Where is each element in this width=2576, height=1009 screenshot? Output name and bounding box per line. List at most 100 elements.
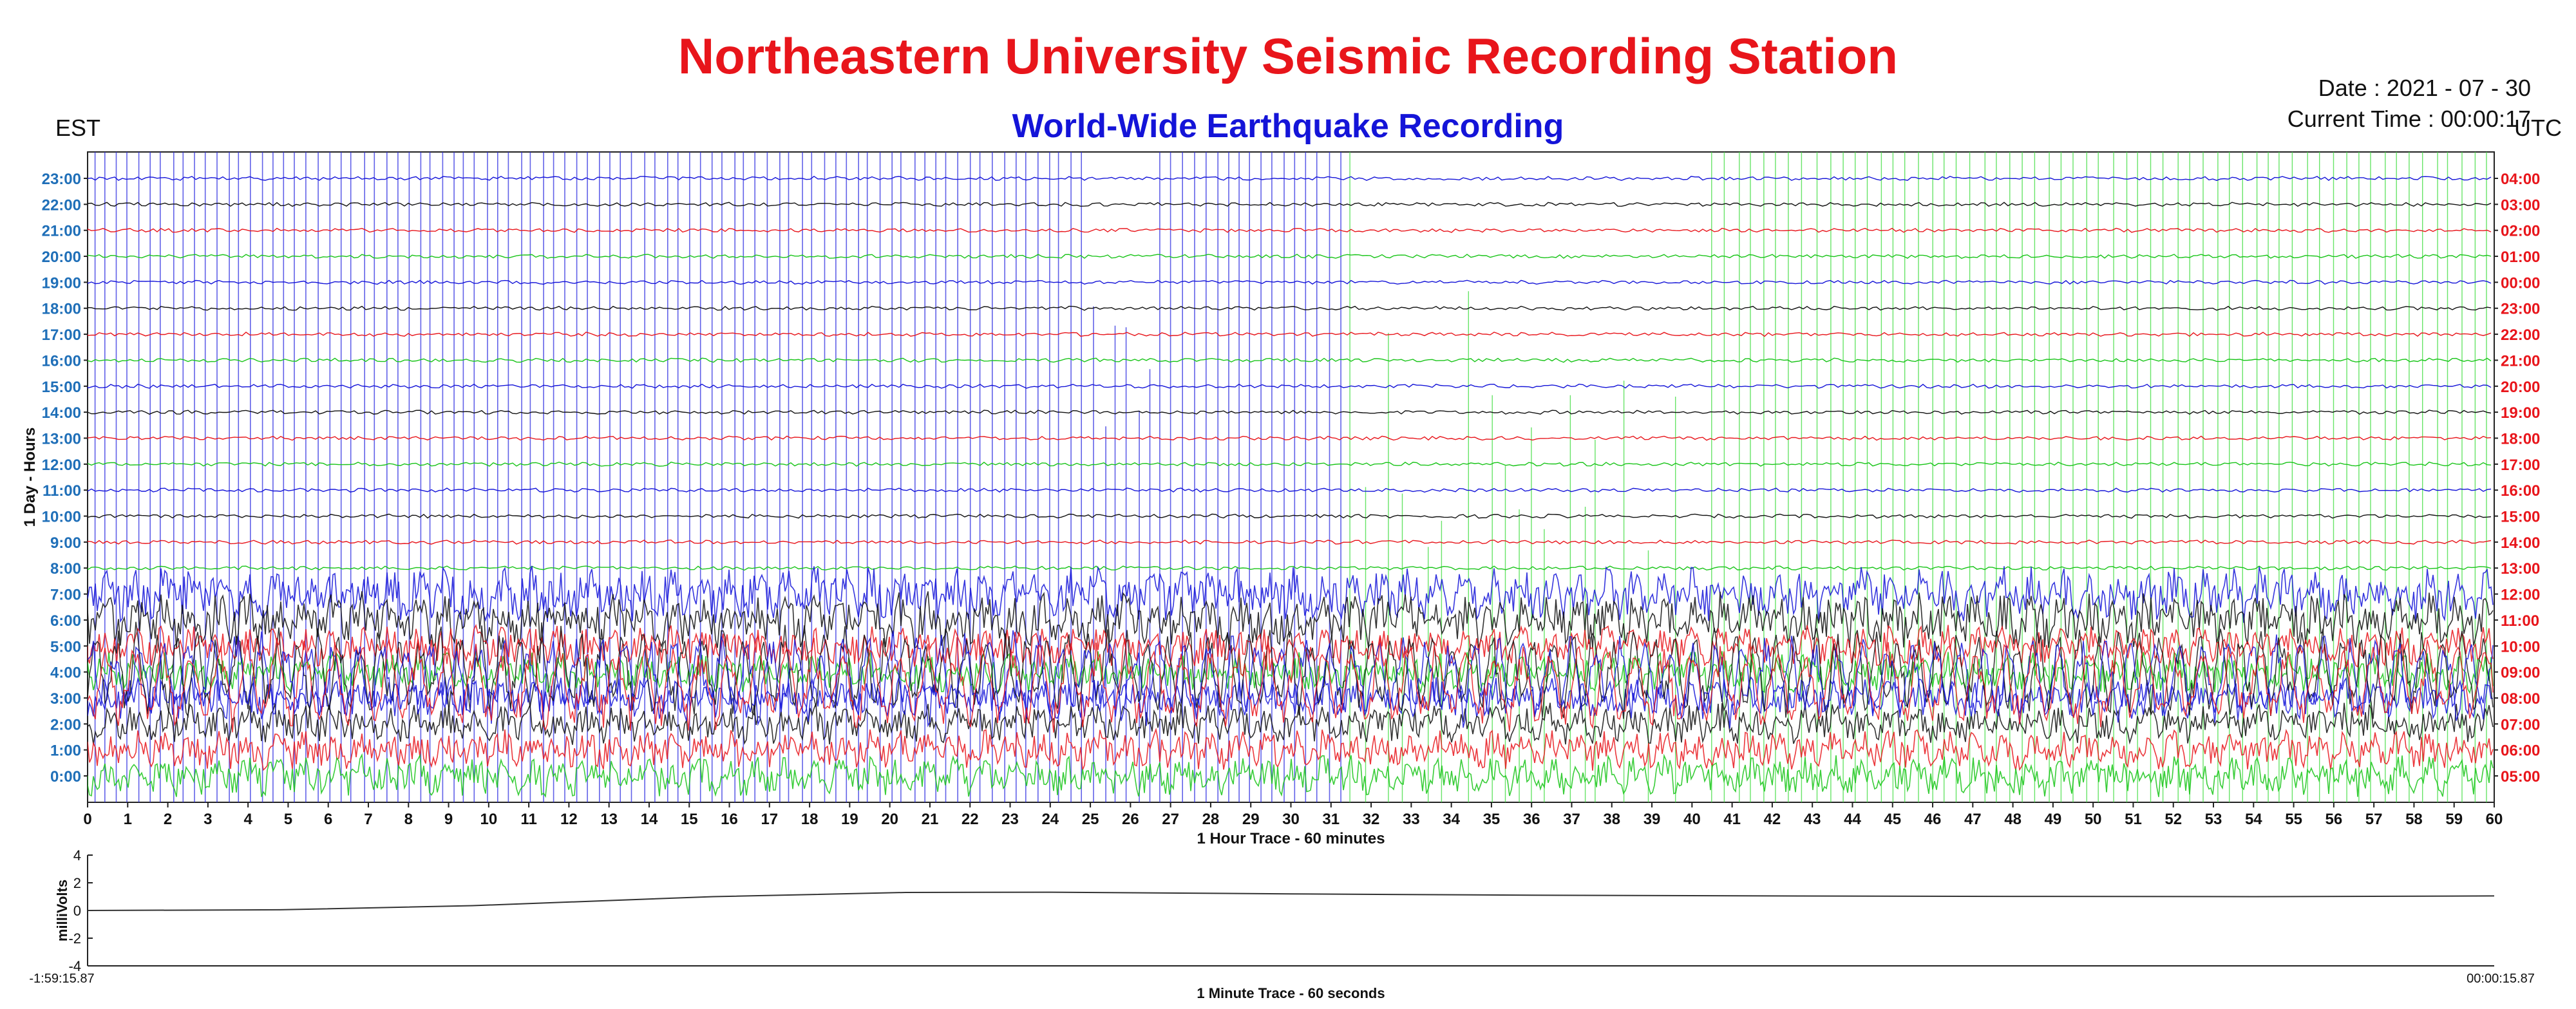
trace-row — [88, 753, 2494, 798]
y-tick-label-utc: 00:00 — [2501, 274, 2540, 292]
minute-y-tick-label: -4 — [68, 958, 81, 974]
trace-row — [88, 175, 2492, 181]
trace-row — [88, 332, 2492, 337]
x-tick-label: 58 — [2405, 811, 2423, 828]
trace-row — [88, 435, 2492, 441]
y-tick-label-est: 11:00 — [43, 482, 81, 500]
y-tick-label-utc: 16:00 — [2501, 482, 2540, 500]
helicorder-plot: 23:0022:0021:0020:0019:0018:0017:0016:00… — [21, 151, 2540, 847]
minute-trace-line — [87, 891, 2495, 911]
y-tick-label-utc: 09:00 — [2501, 665, 2540, 682]
x-tick-label: 53 — [2205, 811, 2222, 828]
trace-row — [88, 410, 2492, 415]
x-tick-label: 25 — [1082, 811, 1099, 828]
y-tick-label-utc: 19:00 — [2501, 404, 2540, 422]
x-tick-label: 32 — [1363, 811, 1380, 828]
x-tick-label: 10 — [480, 811, 497, 828]
x-tick-label: 49 — [2045, 811, 2062, 828]
x-tick-label: 59 — [2445, 811, 2463, 828]
y-tick-label-est: 12:00 — [42, 457, 81, 474]
y-tick-label-est: 18:00 — [42, 301, 81, 318]
trace-row — [88, 565, 2494, 623]
x-tick-label: 38 — [1603, 811, 1620, 828]
x-tick-label: 2 — [164, 811, 172, 828]
x-tick-label: 6 — [324, 811, 332, 828]
x-tick-label: 37 — [1563, 811, 1580, 828]
trace-row — [88, 591, 2494, 649]
x-tick-label: 42 — [1764, 811, 1781, 828]
page-subtitle: World-Wide Earthquake Recording — [1012, 108, 1564, 145]
est-timezone-label: EST — [55, 115, 101, 141]
y-tick-label-est: 0:00 — [50, 768, 81, 786]
minute-x-end-label: 00:00:15.87 — [2467, 972, 2535, 986]
trace-row — [88, 727, 2494, 771]
y-tick-label-utc: 02:00 — [2501, 223, 2540, 240]
oscillation-band — [88, 635, 2494, 733]
y-tick-label-est: 13:00 — [42, 430, 81, 448]
y-tick-label-est: 20:00 — [42, 249, 81, 266]
x-tick-label: 56 — [2325, 811, 2343, 828]
y-tick-label-est: 7:00 — [50, 587, 81, 604]
y-tick-label-est: 16:00 — [42, 352, 81, 370]
x-tick-label: 28 — [1202, 811, 1220, 828]
y-tick-label-utc: 11:00 — [2501, 612, 2539, 630]
minute-y-tick-label: 2 — [73, 875, 81, 891]
x-tick-label: 29 — [1242, 811, 1260, 828]
y-tick-label-est: 9:00 — [50, 534, 81, 552]
current-time-label: Current Time : 00:00:17 — [2287, 106, 2531, 132]
minute-trace-plot: 4 2 0 -2 -4-1:59:15.87 00:00:15.87 1 Minute Tr… — [29, 847, 2534, 1001]
page-title: Northeastern University Seismic Recordin… — [677, 28, 1899, 84]
y-tick-label-est: 5:00 — [50, 638, 81, 655]
x-tick-label: 12 — [560, 811, 578, 828]
trace-row — [88, 703, 2494, 745]
trace-row — [88, 539, 2492, 545]
x-tick-label: 40 — [1683, 811, 1701, 828]
y-axis-label: 1 Day - Hours — [21, 428, 39, 527]
y-tick-label-utc: 05:00 — [2501, 768, 2540, 786]
minute-x-start-label: -1:59:15.87 — [29, 972, 94, 986]
y-tick-label-est: 23:00 — [42, 171, 81, 188]
y-tick-label-utc: 14:00 — [2501, 534, 2540, 552]
trace-row — [88, 305, 2492, 311]
y-tick-label-est: 8:00 — [50, 560, 81, 578]
x-tick-label: 13 — [600, 811, 618, 828]
minute-x-axis-label: 1 Minute Trace - 60 seconds — [1197, 985, 1385, 1001]
y-tick-label-est: 22:00 — [42, 196, 81, 214]
minute-y-tick-label: 0 — [73, 903, 81, 919]
y-tick-label-est: 6:00 — [50, 612, 81, 630]
y-tick-label-utc: 03:00 — [2501, 196, 2540, 214]
x-tick-label: 54 — [2245, 811, 2262, 828]
trace-row — [88, 383, 2492, 389]
blue-spikes — [94, 152, 1341, 802]
trace-row — [88, 624, 2494, 669]
y-tick-label-est: 15:00 — [42, 379, 81, 396]
y-tick-label-est: 1:00 — [50, 742, 81, 760]
y-tick-label-est: 21:00 — [42, 223, 81, 240]
x-tick-label: 8 — [404, 811, 413, 828]
x-tick-label: 34 — [1443, 811, 1460, 828]
y-tick-label-utc: 17:00 — [2501, 457, 2540, 474]
x-tick-label: 21 — [922, 811, 939, 828]
trace-row — [88, 254, 2492, 259]
x-tick-label: 30 — [1282, 811, 1300, 828]
x-tick-label: 11 — [520, 811, 536, 828]
x-tick-label: 7 — [364, 811, 372, 828]
x-tick-label: 26 — [1122, 811, 1139, 828]
x-tick-label: 55 — [2285, 811, 2302, 828]
x-tick-label: 15 — [681, 811, 698, 828]
x-tick-label: 48 — [2004, 811, 2022, 828]
minute-y-tick-label: -2 — [68, 930, 81, 947]
x-tick-label: 16 — [721, 811, 738, 828]
x-tick-label: 14 — [641, 811, 658, 828]
trace-row — [88, 487, 2492, 493]
minute-y-axis-label: milliVolts — [54, 880, 70, 941]
y-tick-label-utc: 07:00 — [2501, 716, 2540, 733]
x-tick-label: 24 — [1041, 811, 1059, 828]
x-tick-label: 9 — [444, 811, 453, 828]
y-tick-label-est: 2:00 — [50, 716, 81, 733]
y-tick-label-utc: 12:00 — [2501, 587, 2540, 604]
x-tick-label: 20 — [881, 811, 898, 828]
y-tick-label-utc: 04:00 — [2501, 171, 2540, 188]
x-tick-label: 44 — [1844, 811, 1861, 828]
